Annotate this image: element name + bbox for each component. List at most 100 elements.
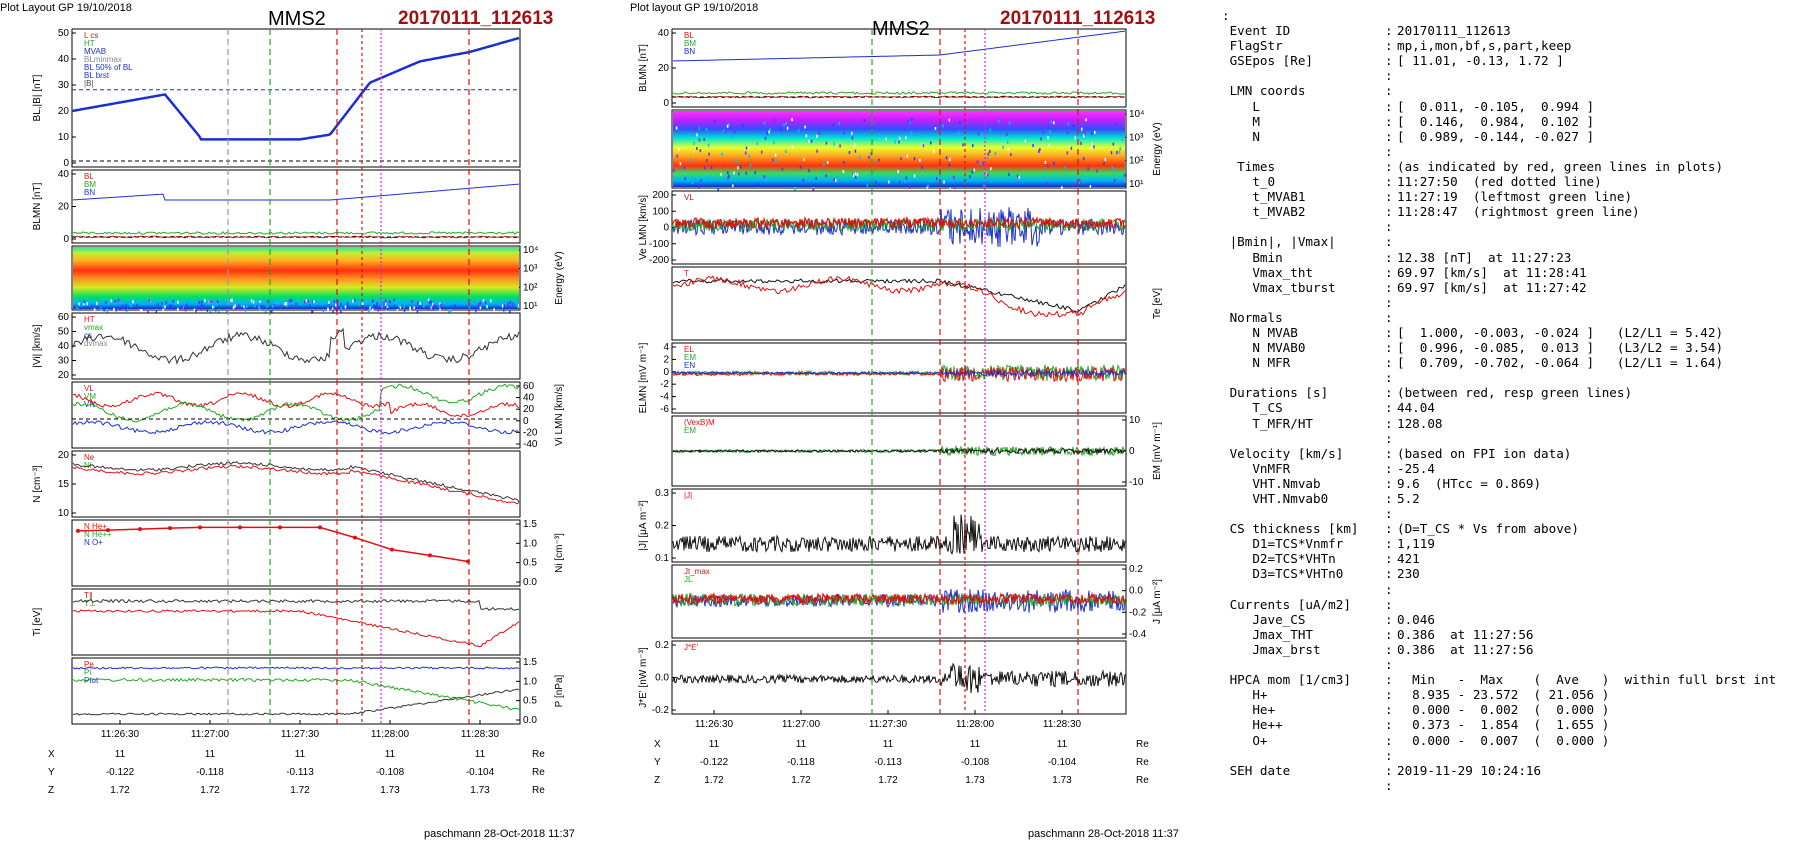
- summary-key: Normals: [1222, 309, 1283, 325]
- summary-key: H+: [1222, 687, 1268, 703]
- summary-value: 128.08: [1397, 415, 1443, 431]
- summary-colon: :: [1385, 385, 1393, 401]
- legend-entry: Ni: [84, 461, 92, 470]
- summary-value: [1397, 597, 1802, 612]
- summary-row: CS thickness [km]: (D=T_CS * Vs from abov…: [1222, 521, 1802, 536]
- spectrogram-speckle: [1112, 142, 1115, 146]
- spectrogram-speckle: [427, 298, 430, 302]
- spectrogram-speckle: [213, 304, 216, 308]
- position-value: -0.108: [961, 757, 990, 768]
- spectrogram-speckle: [91, 305, 93, 309]
- spectrogram-speckle: [707, 175, 709, 179]
- spectrogram-speckle: [110, 299, 113, 303]
- tick-label: 10⁴: [1129, 109, 1144, 120]
- axis-label: Energy (eV): [554, 251, 565, 304]
- spectrogram-speckle: [312, 300, 314, 304]
- spectrogram-speckle: [1018, 175, 1021, 179]
- spectrogram-speckle: [409, 306, 411, 310]
- summary-key: O+: [1222, 732, 1268, 748]
- spectrogram-speckle: [962, 143, 964, 147]
- spectrogram-speckle: [688, 177, 691, 181]
- spectrogram-speckle: [76, 306, 78, 310]
- summary-key: Currents [uA/m2]: [1222, 596, 1351, 612]
- spectrogram-speckle: [852, 173, 855, 177]
- summary-colon: :: [1385, 717, 1393, 733]
- tick-label: 20: [523, 404, 535, 415]
- summary-value: -25.4: [1397, 460, 1435, 476]
- position-value: -0.122: [700, 757, 729, 768]
- spectrogram-speckle: [1096, 169, 1098, 173]
- spectrogram-speckle: [125, 308, 128, 312]
- legend-entry: BLminmax: [84, 55, 122, 64]
- spectrogram-speckle: [838, 121, 840, 125]
- summary-value: [ 0.146, 0.984, 0.102 ]: [1397, 113, 1595, 129]
- spectrogram-speckle: [373, 300, 376, 304]
- summary-key: M: [1222, 113, 1260, 129]
- spectrogram-speckle: [117, 298, 120, 302]
- panel-frame: [71, 312, 521, 380]
- summary-row: LMN coords:: [1222, 83, 1802, 98]
- panel-frame: [71, 519, 521, 587]
- spectrogram-speckle: [242, 307, 244, 311]
- spectrogram-speckle: [81, 303, 83, 307]
- energy-spectrogram: [73, 247, 519, 309]
- spectrogram-speckle: [825, 141, 828, 145]
- summary-value: [ 0.709, -0.702, -0.064 ] (L2/L1 = 1.64): [1397, 355, 1724, 371]
- spectrogram-speckle: [332, 298, 335, 302]
- spectrogram-speckle: [196, 306, 198, 310]
- series-ve-n: [672, 215, 1126, 231]
- summary-key: [1222, 506, 1385, 521]
- axis-label: Energy (eV): [1152, 122, 1163, 175]
- spectrogram-speckle: [1114, 168, 1117, 172]
- spectrogram-speckle: [1066, 151, 1069, 155]
- summary-value: [1397, 582, 1802, 597]
- tick-label: 0: [663, 223, 669, 234]
- position-value: 1.72: [878, 775, 898, 786]
- spectrogram-speckle: [933, 149, 935, 153]
- spectrogram-speckle: [684, 177, 687, 181]
- summary-key: VHT.Nmvab: [1222, 475, 1321, 491]
- spectrogram-speckle: [855, 175, 857, 179]
- summary-key: [1222, 68, 1385, 83]
- summary-value: 421: [1397, 551, 1420, 567]
- spectrogram-speckle: [162, 304, 164, 308]
- spectrogram-speckle: [338, 301, 341, 305]
- spectrogram-speckle: [898, 140, 900, 144]
- position-value: -0.118: [196, 767, 224, 778]
- position-value: -0.122: [106, 767, 135, 778]
- summary-row: |Bmin|, |Vmax|:: [1222, 234, 1802, 249]
- summary-colon: :: [1385, 219, 1393, 235]
- legend-entry: MVAB: [84, 47, 106, 56]
- summary-key: [1222, 431, 1385, 446]
- tick-label: 10: [58, 132, 70, 143]
- spectrogram-speckle: [1053, 121, 1055, 125]
- axis-label: J [μA m⁻²]: [1152, 579, 1163, 624]
- spectrogram-speckle: [774, 153, 777, 157]
- spectrogram-speckle: [818, 131, 821, 135]
- spectrogram-speckle: [803, 157, 805, 161]
- spectrogram-speckle: [983, 184, 985, 188]
- spectrogram-speckle: [1121, 138, 1124, 142]
- spectrogram-speckle: [440, 303, 442, 307]
- spectrogram-speckle: [448, 309, 450, 313]
- spectrogram-speckle: [804, 125, 806, 129]
- legend-entry: vmax: [84, 323, 103, 332]
- spectrogram-speckle: [1083, 134, 1085, 138]
- spectrogram-speckle: [423, 304, 425, 308]
- summary-key: VHT.Nmvab0: [1222, 491, 1329, 506]
- he-pp-point: [168, 526, 172, 531]
- summary-row: t_MVAB1:11:27:19 (leftmost green line): [1222, 189, 1802, 204]
- spectrogram-speckle: [775, 159, 778, 163]
- summary-key: [1222, 219, 1385, 234]
- tick-label: 0: [523, 416, 529, 427]
- spectrogram-speckle: [1083, 157, 1085, 161]
- summary-colon: :: [1385, 430, 1393, 446]
- spectrogram-speckle: [683, 166, 686, 170]
- summary-colon: :: [1385, 762, 1393, 778]
- summary-row: VHT.Nmvab0:5.2: [1222, 491, 1802, 506]
- spectrogram-speckle: [1016, 174, 1019, 178]
- tick-label: 0: [63, 234, 69, 245]
- spectrogram-speckle: [328, 300, 330, 304]
- summary-value: 1,119: [1397, 536, 1435, 552]
